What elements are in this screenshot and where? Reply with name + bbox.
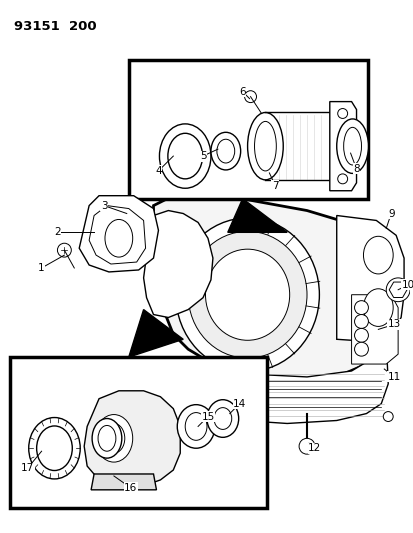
Text: 4: 4 bbox=[155, 166, 161, 176]
Ellipse shape bbox=[98, 425, 116, 451]
Text: 1: 1 bbox=[38, 263, 45, 273]
Polygon shape bbox=[329, 102, 356, 191]
Text: 5: 5 bbox=[199, 151, 206, 161]
Polygon shape bbox=[89, 206, 145, 264]
Ellipse shape bbox=[214, 408, 231, 430]
Polygon shape bbox=[153, 193, 395, 381]
Text: 3: 3 bbox=[100, 200, 107, 211]
Text: 2: 2 bbox=[54, 228, 61, 237]
Bar bbox=[128, 60, 368, 199]
Text: 93151  200: 93151 200 bbox=[14, 20, 96, 34]
Polygon shape bbox=[197, 340, 387, 424]
Ellipse shape bbox=[343, 127, 361, 165]
Circle shape bbox=[354, 342, 368, 356]
Ellipse shape bbox=[336, 119, 368, 173]
Bar bbox=[10, 357, 267, 507]
Ellipse shape bbox=[105, 220, 133, 257]
Polygon shape bbox=[128, 310, 183, 357]
Circle shape bbox=[337, 109, 347, 118]
Text: 12: 12 bbox=[308, 443, 321, 453]
Circle shape bbox=[385, 278, 409, 302]
Polygon shape bbox=[351, 295, 397, 364]
Text: 10: 10 bbox=[401, 280, 413, 290]
Polygon shape bbox=[84, 391, 180, 486]
Text: 13: 13 bbox=[387, 319, 400, 329]
Ellipse shape bbox=[205, 249, 289, 340]
Ellipse shape bbox=[176, 218, 318, 372]
Polygon shape bbox=[143, 211, 212, 318]
Ellipse shape bbox=[103, 424, 124, 453]
Text: 7: 7 bbox=[271, 181, 278, 191]
Text: 6: 6 bbox=[239, 87, 245, 96]
Ellipse shape bbox=[28, 417, 80, 479]
Ellipse shape bbox=[211, 132, 240, 170]
Ellipse shape bbox=[216, 139, 234, 163]
Bar bbox=[265, 112, 329, 180]
Ellipse shape bbox=[188, 231, 306, 358]
Ellipse shape bbox=[95, 415, 133, 462]
Circle shape bbox=[354, 328, 368, 342]
Circle shape bbox=[244, 91, 256, 102]
Circle shape bbox=[337, 141, 347, 151]
Text: 16: 16 bbox=[124, 483, 137, 493]
Ellipse shape bbox=[247, 112, 282, 180]
Ellipse shape bbox=[185, 413, 206, 440]
Text: 17: 17 bbox=[21, 463, 34, 473]
Ellipse shape bbox=[167, 133, 202, 179]
Text: 8: 8 bbox=[352, 164, 359, 174]
Text: 11: 11 bbox=[387, 372, 400, 382]
Polygon shape bbox=[388, 282, 406, 297]
Circle shape bbox=[382, 411, 392, 422]
Ellipse shape bbox=[363, 236, 392, 274]
Circle shape bbox=[57, 243, 71, 257]
Ellipse shape bbox=[206, 400, 238, 438]
Circle shape bbox=[354, 301, 368, 314]
Ellipse shape bbox=[159, 124, 211, 188]
Ellipse shape bbox=[254, 122, 275, 171]
Text: 15: 15 bbox=[201, 411, 214, 422]
Text: 14: 14 bbox=[233, 399, 246, 409]
Polygon shape bbox=[336, 215, 403, 341]
Polygon shape bbox=[79, 196, 158, 272]
Circle shape bbox=[391, 284, 403, 296]
Ellipse shape bbox=[177, 405, 214, 448]
Polygon shape bbox=[91, 474, 156, 490]
Circle shape bbox=[337, 174, 347, 184]
Polygon shape bbox=[227, 199, 287, 232]
Ellipse shape bbox=[363, 289, 392, 326]
Ellipse shape bbox=[37, 426, 72, 471]
Circle shape bbox=[354, 314, 368, 328]
Text: 9: 9 bbox=[387, 208, 394, 219]
Circle shape bbox=[298, 438, 314, 454]
Ellipse shape bbox=[92, 418, 121, 458]
